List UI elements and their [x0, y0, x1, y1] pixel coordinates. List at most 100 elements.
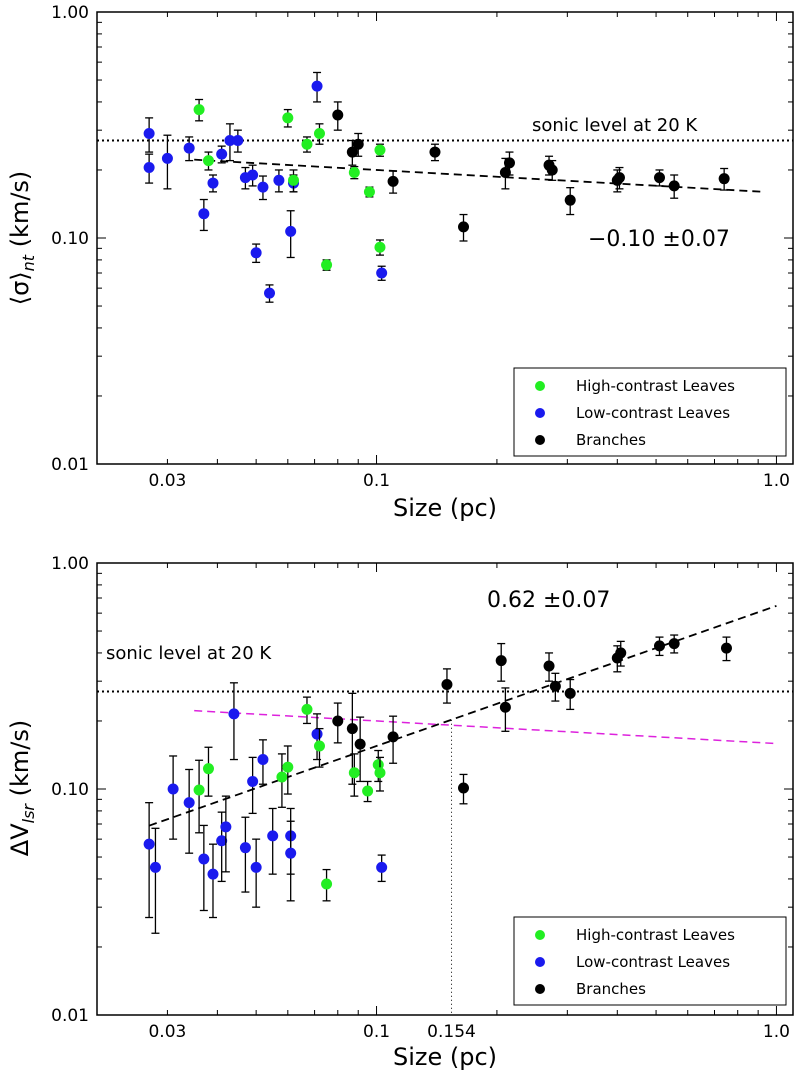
point-marker	[354, 738, 366, 750]
data-point	[564, 678, 576, 711]
x-tick-label: 0.1	[363, 1022, 390, 1042]
point-marker	[441, 678, 453, 690]
point-marker	[207, 177, 219, 189]
data-point	[321, 868, 333, 902]
point-marker	[429, 146, 441, 158]
data-point	[276, 753, 288, 808]
axis-ticks: 0.03 0.1 0.154 1.0 0.01 0.10 1.00	[51, 554, 793, 1042]
y-tick-label: 0.01	[51, 455, 89, 475]
data-point	[499, 687, 511, 732]
data-point	[198, 198, 210, 232]
y-tick-label: 0.01	[51, 1006, 89, 1026]
data-point	[653, 169, 665, 187]
data-point	[615, 640, 627, 667]
data-point	[311, 71, 323, 103]
point-marker	[282, 761, 294, 773]
point-marker	[387, 175, 399, 187]
y-axis-label-sub: lsr	[19, 803, 38, 824]
y-tick-label: 0.10	[51, 229, 89, 249]
point-marker	[143, 162, 155, 174]
point-marker	[718, 173, 730, 185]
point-marker	[202, 763, 214, 775]
data-point	[668, 634, 680, 654]
point-marker	[161, 152, 173, 164]
data-point	[720, 636, 732, 662]
data-point	[376, 854, 388, 883]
point-marker	[264, 287, 276, 299]
legend-low-contrast: Low-contrast Leaves	[576, 953, 730, 971]
y-axis-label-unit: (km/s)	[6, 171, 34, 255]
fit-slope-label: −0.10 ±0.07	[588, 227, 730, 252]
point-marker	[503, 157, 515, 169]
data-points	[143, 71, 730, 303]
data-point	[228, 682, 240, 761]
point-marker	[220, 821, 232, 833]
data-point	[363, 186, 375, 198]
data-point	[143, 802, 155, 919]
data-point	[232, 129, 244, 153]
data-point	[374, 143, 386, 157]
data-point	[167, 755, 179, 840]
y-tick-label: 0.10	[51, 780, 89, 800]
point-marker	[207, 868, 219, 880]
legend-marker-low-contrast	[535, 957, 545, 967]
point-marker	[276, 771, 288, 783]
x-axis-label: Size (pc)	[393, 1043, 497, 1071]
bottom-panel: 0.03 0.1 0.154 1.0 0.01 0.10 1.00 sonic level …	[6, 554, 794, 1071]
data-point	[224, 123, 236, 162]
data-point	[264, 284, 276, 303]
data-point	[247, 164, 259, 187]
y-axis-label-unit: (km/s)	[6, 720, 34, 804]
point-marker	[546, 164, 558, 176]
data-point	[313, 123, 325, 145]
data-point	[441, 668, 453, 704]
data-point	[613, 166, 625, 190]
data-point	[668, 174, 680, 199]
point-marker	[311, 728, 323, 740]
point-marker	[564, 687, 576, 699]
data-point	[376, 265, 388, 281]
point-marker	[543, 660, 555, 672]
data-point	[374, 756, 386, 792]
x-tick-label: 1.0	[763, 1022, 790, 1042]
point-marker	[348, 767, 360, 779]
legend-box	[513, 367, 787, 457]
point-marker	[167, 783, 179, 795]
data-point	[257, 175, 269, 201]
data-point	[348, 165, 360, 180]
y-axis-label: ⟨σ⟩nt (km/s)	[6, 171, 38, 306]
y-tick-label: 1.00	[51, 554, 89, 574]
point-marker	[301, 138, 313, 150]
point-marker	[232, 135, 244, 147]
point-marker	[549, 680, 561, 692]
data-point	[183, 136, 195, 162]
data-point	[564, 187, 576, 216]
point-marker	[346, 146, 358, 158]
fit-slope-label: 0.62 ±0.07	[487, 588, 610, 613]
point-marker	[224, 135, 236, 147]
data-point	[267, 807, 279, 875]
data-point	[458, 213, 470, 242]
point-marker	[288, 174, 300, 186]
y-axis-label-main: ⟨σ⟩	[6, 271, 34, 305]
point-marker	[495, 655, 507, 667]
point-marker	[228, 708, 240, 720]
data-point	[374, 239, 386, 256]
point-marker	[247, 775, 259, 787]
data-point	[273, 169, 285, 193]
point-marker	[720, 642, 732, 654]
data-point	[301, 136, 313, 153]
point-marker	[198, 208, 210, 220]
point-marker	[458, 221, 470, 233]
data-point	[149, 827, 161, 934]
sonic-label: sonic level at 20 K	[106, 643, 272, 664]
legend-box	[513, 916, 787, 1006]
data-point	[183, 768, 195, 854]
point-marker	[198, 853, 210, 865]
data-point	[143, 153, 155, 184]
point-marker	[250, 247, 262, 259]
point-marker	[239, 842, 251, 854]
data-point	[250, 243, 262, 264]
point-marker	[653, 172, 665, 184]
